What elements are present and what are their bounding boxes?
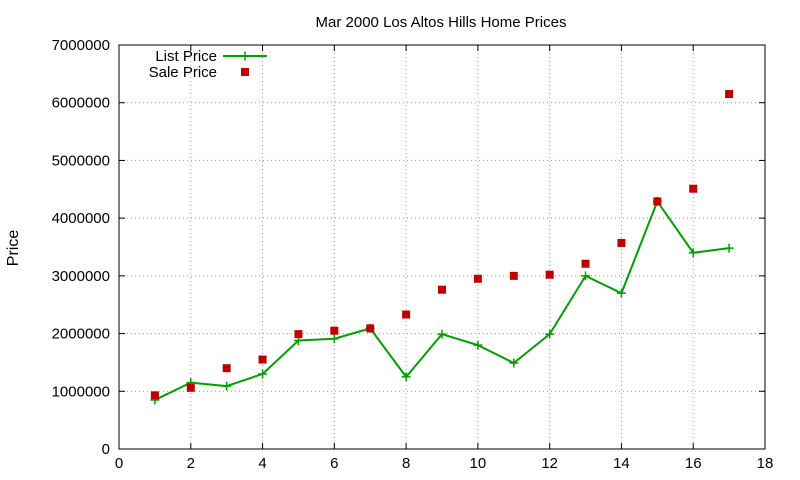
sale-price-point: [150, 391, 159, 400]
y-tick-label: 7000000: [52, 37, 110, 54]
x-tick-label: 18: [757, 455, 774, 472]
sale-price-point: [545, 270, 554, 279]
sale-price-point: [294, 330, 303, 339]
y-tick-label: 3000000: [52, 268, 110, 285]
y-tick-label: 1000000: [52, 383, 110, 400]
y-tick-label: 5000000: [52, 152, 110, 169]
grid: [119, 45, 765, 449]
x-tick-label: 2: [187, 455, 195, 472]
axis-ticks: 0 2 4 6 8 10 12 14 16 18 0 1000000 2000000 3000000 400…: [52, 37, 774, 472]
sale-price-point: [689, 184, 698, 193]
x-tick-label: 6: [330, 455, 338, 472]
x-tick-label: 14: [613, 455, 630, 472]
list-price-point: [473, 340, 483, 350]
sale-price-point: [402, 310, 411, 319]
sale-price-point: [438, 285, 446, 294]
x-tick-label: 10: [470, 455, 487, 472]
sale-price-point: [617, 238, 626, 247]
list-price-point: [688, 248, 698, 258]
x-tick-label: 0: [115, 455, 123, 472]
x-tick-label: 12: [541, 455, 558, 472]
sale-price-point: [222, 364, 231, 373]
list-price-point: [724, 243, 734, 253]
sale-price-point: [258, 355, 267, 364]
legend-swatch-square: [241, 68, 249, 76]
legend-label: Sale Price: [149, 64, 217, 81]
list-price-point: [509, 358, 519, 368]
list-price-point: [258, 369, 268, 379]
sale-price-point: [186, 383, 195, 392]
list-price-point: [545, 329, 555, 339]
y-tick-label: 4000000: [52, 210, 110, 227]
sale-price-point: [509, 271, 518, 280]
y-tick-label: 6000000: [52, 95, 110, 112]
plot-frame: [118, 44, 766, 450]
list-price-point: [616, 288, 626, 298]
list-price-point: [222, 381, 232, 391]
list-price-point: [401, 372, 411, 382]
y-axis-label: Price: [5, 230, 22, 267]
list-price-line: [154, 200, 730, 401]
x-tick-label: 4: [258, 455, 266, 472]
sale-price-point: [653, 197, 662, 206]
x-tick-label: 8: [402, 455, 410, 472]
sale-price-point: [330, 326, 339, 335]
sale-price-point: [366, 324, 375, 333]
legend-label: List Price: [155, 48, 217, 65]
y-tick-label: 0: [102, 441, 110, 458]
list-price-point: [240, 51, 250, 61]
chart-title: Mar 2000 Los Altos Hills Home Prices: [316, 14, 567, 31]
sale-price-point: [581, 259, 590, 268]
series-layer: [150, 90, 734, 405]
list-price-point: [329, 334, 339, 344]
sale-price-point: [473, 274, 482, 283]
list-price-point: [581, 271, 591, 281]
x-tick-label: 16: [685, 455, 702, 472]
sale-price-point: [725, 90, 734, 99]
list-price-point: [437, 329, 447, 339]
y-tick-label: 2000000: [52, 326, 110, 343]
